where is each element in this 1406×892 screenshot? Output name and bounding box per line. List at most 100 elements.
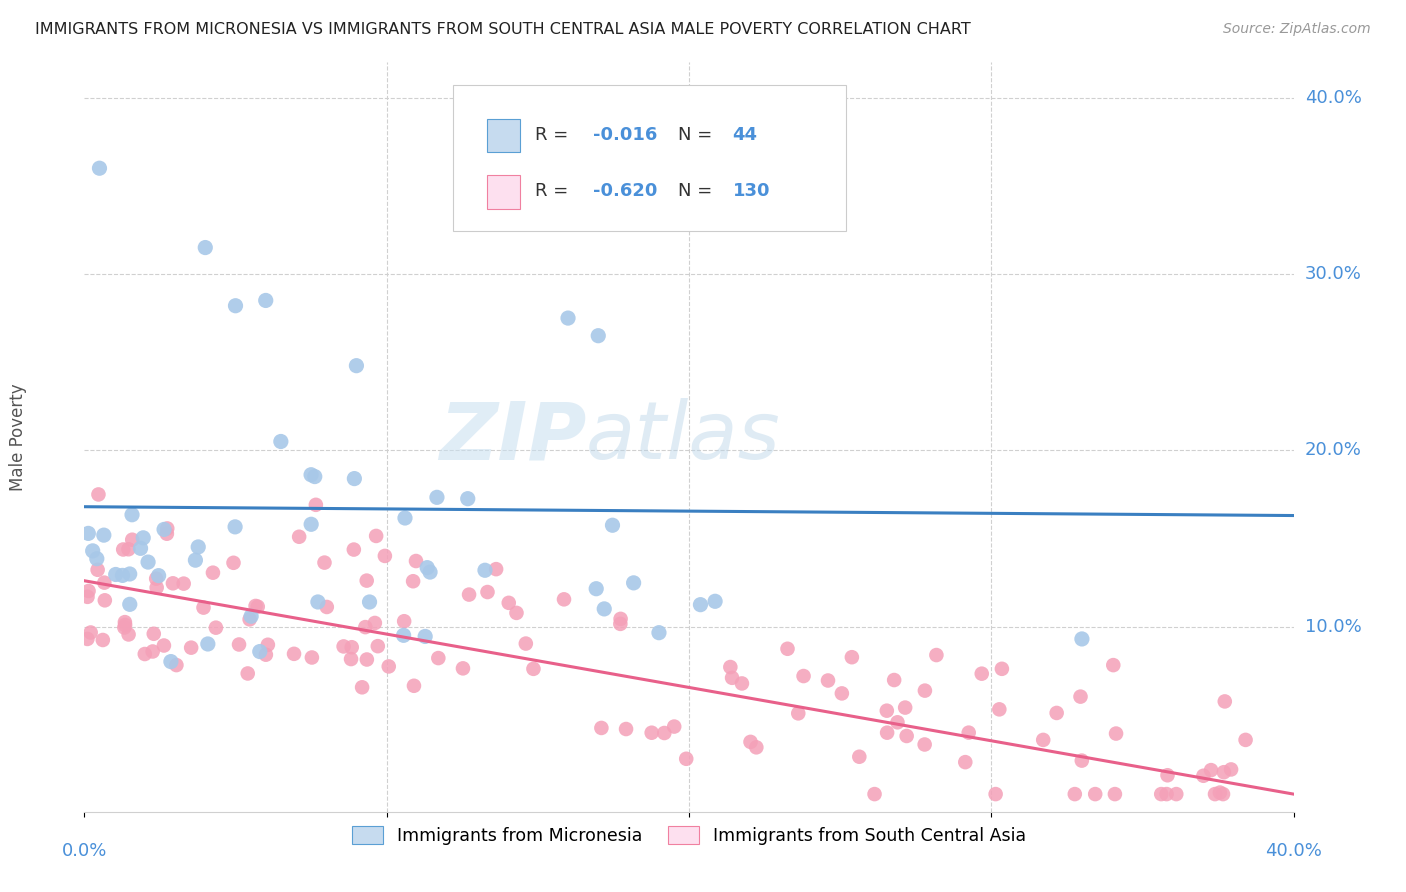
- Point: [114, 618, 136, 632]
- Point: [367, 639, 389, 653]
- Point: [205, 621, 228, 635]
- Point: [134, 647, 156, 661]
- Point: [648, 625, 671, 640]
- Point: [689, 598, 711, 612]
- Point: [121, 508, 143, 522]
- Point: [392, 614, 415, 628]
- Point: [156, 526, 179, 541]
- Point: [246, 599, 269, 614]
- Point: [557, 311, 579, 326]
- Point: [194, 241, 217, 255]
- Point: [641, 725, 664, 739]
- Point: [184, 553, 207, 567]
- Point: [222, 556, 245, 570]
- Point: [955, 755, 977, 769]
- Point: [76, 632, 98, 646]
- Point: [522, 662, 544, 676]
- Text: 20.0%: 20.0%: [1305, 442, 1361, 459]
- Point: [305, 498, 328, 512]
- Point: [132, 531, 155, 545]
- Point: [299, 467, 322, 482]
- Point: [299, 517, 322, 532]
- Point: [894, 700, 917, 714]
- Text: 40.0%: 40.0%: [1265, 842, 1322, 860]
- Point: [136, 555, 159, 569]
- Point: [89, 161, 111, 176]
- Point: [970, 666, 993, 681]
- Point: [173, 576, 195, 591]
- Point: [740, 735, 762, 749]
- Point: [79, 625, 101, 640]
- Text: 10.0%: 10.0%: [1305, 617, 1361, 636]
- Legend: Immigrants from Micronesia, Immigrants from South Central Asia: Immigrants from Micronesia, Immigrants f…: [344, 819, 1033, 852]
- Text: N =: N =: [678, 126, 718, 145]
- Point: [402, 679, 425, 693]
- Point: [721, 671, 744, 685]
- Point: [288, 530, 311, 544]
- Point: [1209, 786, 1232, 800]
- Text: IMMIGRANTS FROM MICRONESIA VS IMMIGRANTS FROM SOUTH CENTRAL ASIA MALE POVERTY CO: IMMIGRANTS FROM MICRONESIA VS IMMIGRANTS…: [35, 22, 972, 37]
- Point: [153, 523, 176, 537]
- Point: [76, 590, 98, 604]
- Point: [458, 588, 481, 602]
- Point: [426, 491, 449, 505]
- Point: [249, 644, 271, 658]
- Point: [1104, 787, 1126, 801]
- Point: [197, 637, 219, 651]
- Text: R =: R =: [536, 182, 575, 201]
- Point: [201, 566, 224, 580]
- Text: atlas: atlas: [586, 398, 780, 476]
- Text: 130: 130: [733, 182, 770, 201]
- Point: [925, 648, 948, 662]
- Point: [332, 640, 354, 654]
- Point: [346, 359, 368, 373]
- Point: [340, 640, 363, 655]
- FancyBboxPatch shape: [486, 119, 520, 153]
- Point: [148, 568, 170, 582]
- Point: [745, 740, 768, 755]
- Point: [156, 521, 179, 535]
- Point: [165, 658, 187, 673]
- Text: N =: N =: [678, 182, 718, 201]
- Point: [515, 636, 537, 650]
- Point: [609, 616, 631, 631]
- Point: [984, 787, 1007, 801]
- Point: [585, 582, 607, 596]
- Point: [1084, 787, 1107, 801]
- Point: [427, 651, 450, 665]
- Point: [117, 542, 139, 557]
- Point: [77, 526, 100, 541]
- Point: [718, 660, 741, 674]
- Point: [112, 542, 135, 557]
- Point: [1220, 763, 1243, 777]
- Point: [315, 599, 337, 614]
- Point: [793, 669, 815, 683]
- Point: [240, 609, 263, 624]
- Point: [283, 647, 305, 661]
- Point: [614, 722, 637, 736]
- Point: [505, 606, 527, 620]
- Point: [270, 434, 292, 449]
- Point: [86, 551, 108, 566]
- Point: [343, 542, 366, 557]
- Text: Source: ZipAtlas.com: Source: ZipAtlas.com: [1223, 22, 1371, 37]
- Point: [474, 563, 496, 577]
- Point: [377, 659, 399, 673]
- Point: [86, 563, 108, 577]
- Point: [118, 598, 141, 612]
- Point: [239, 612, 262, 626]
- Point: [413, 629, 436, 643]
- Point: [1166, 787, 1188, 801]
- Point: [91, 632, 114, 647]
- Point: [876, 704, 898, 718]
- Point: [588, 328, 610, 343]
- Point: [602, 518, 624, 533]
- Point: [94, 593, 117, 607]
- Point: [957, 725, 980, 739]
- Point: [1046, 706, 1069, 720]
- Point: [477, 585, 499, 599]
- Point: [93, 528, 115, 542]
- Point: [1234, 732, 1257, 747]
- Point: [675, 752, 697, 766]
- Point: [1204, 787, 1226, 801]
